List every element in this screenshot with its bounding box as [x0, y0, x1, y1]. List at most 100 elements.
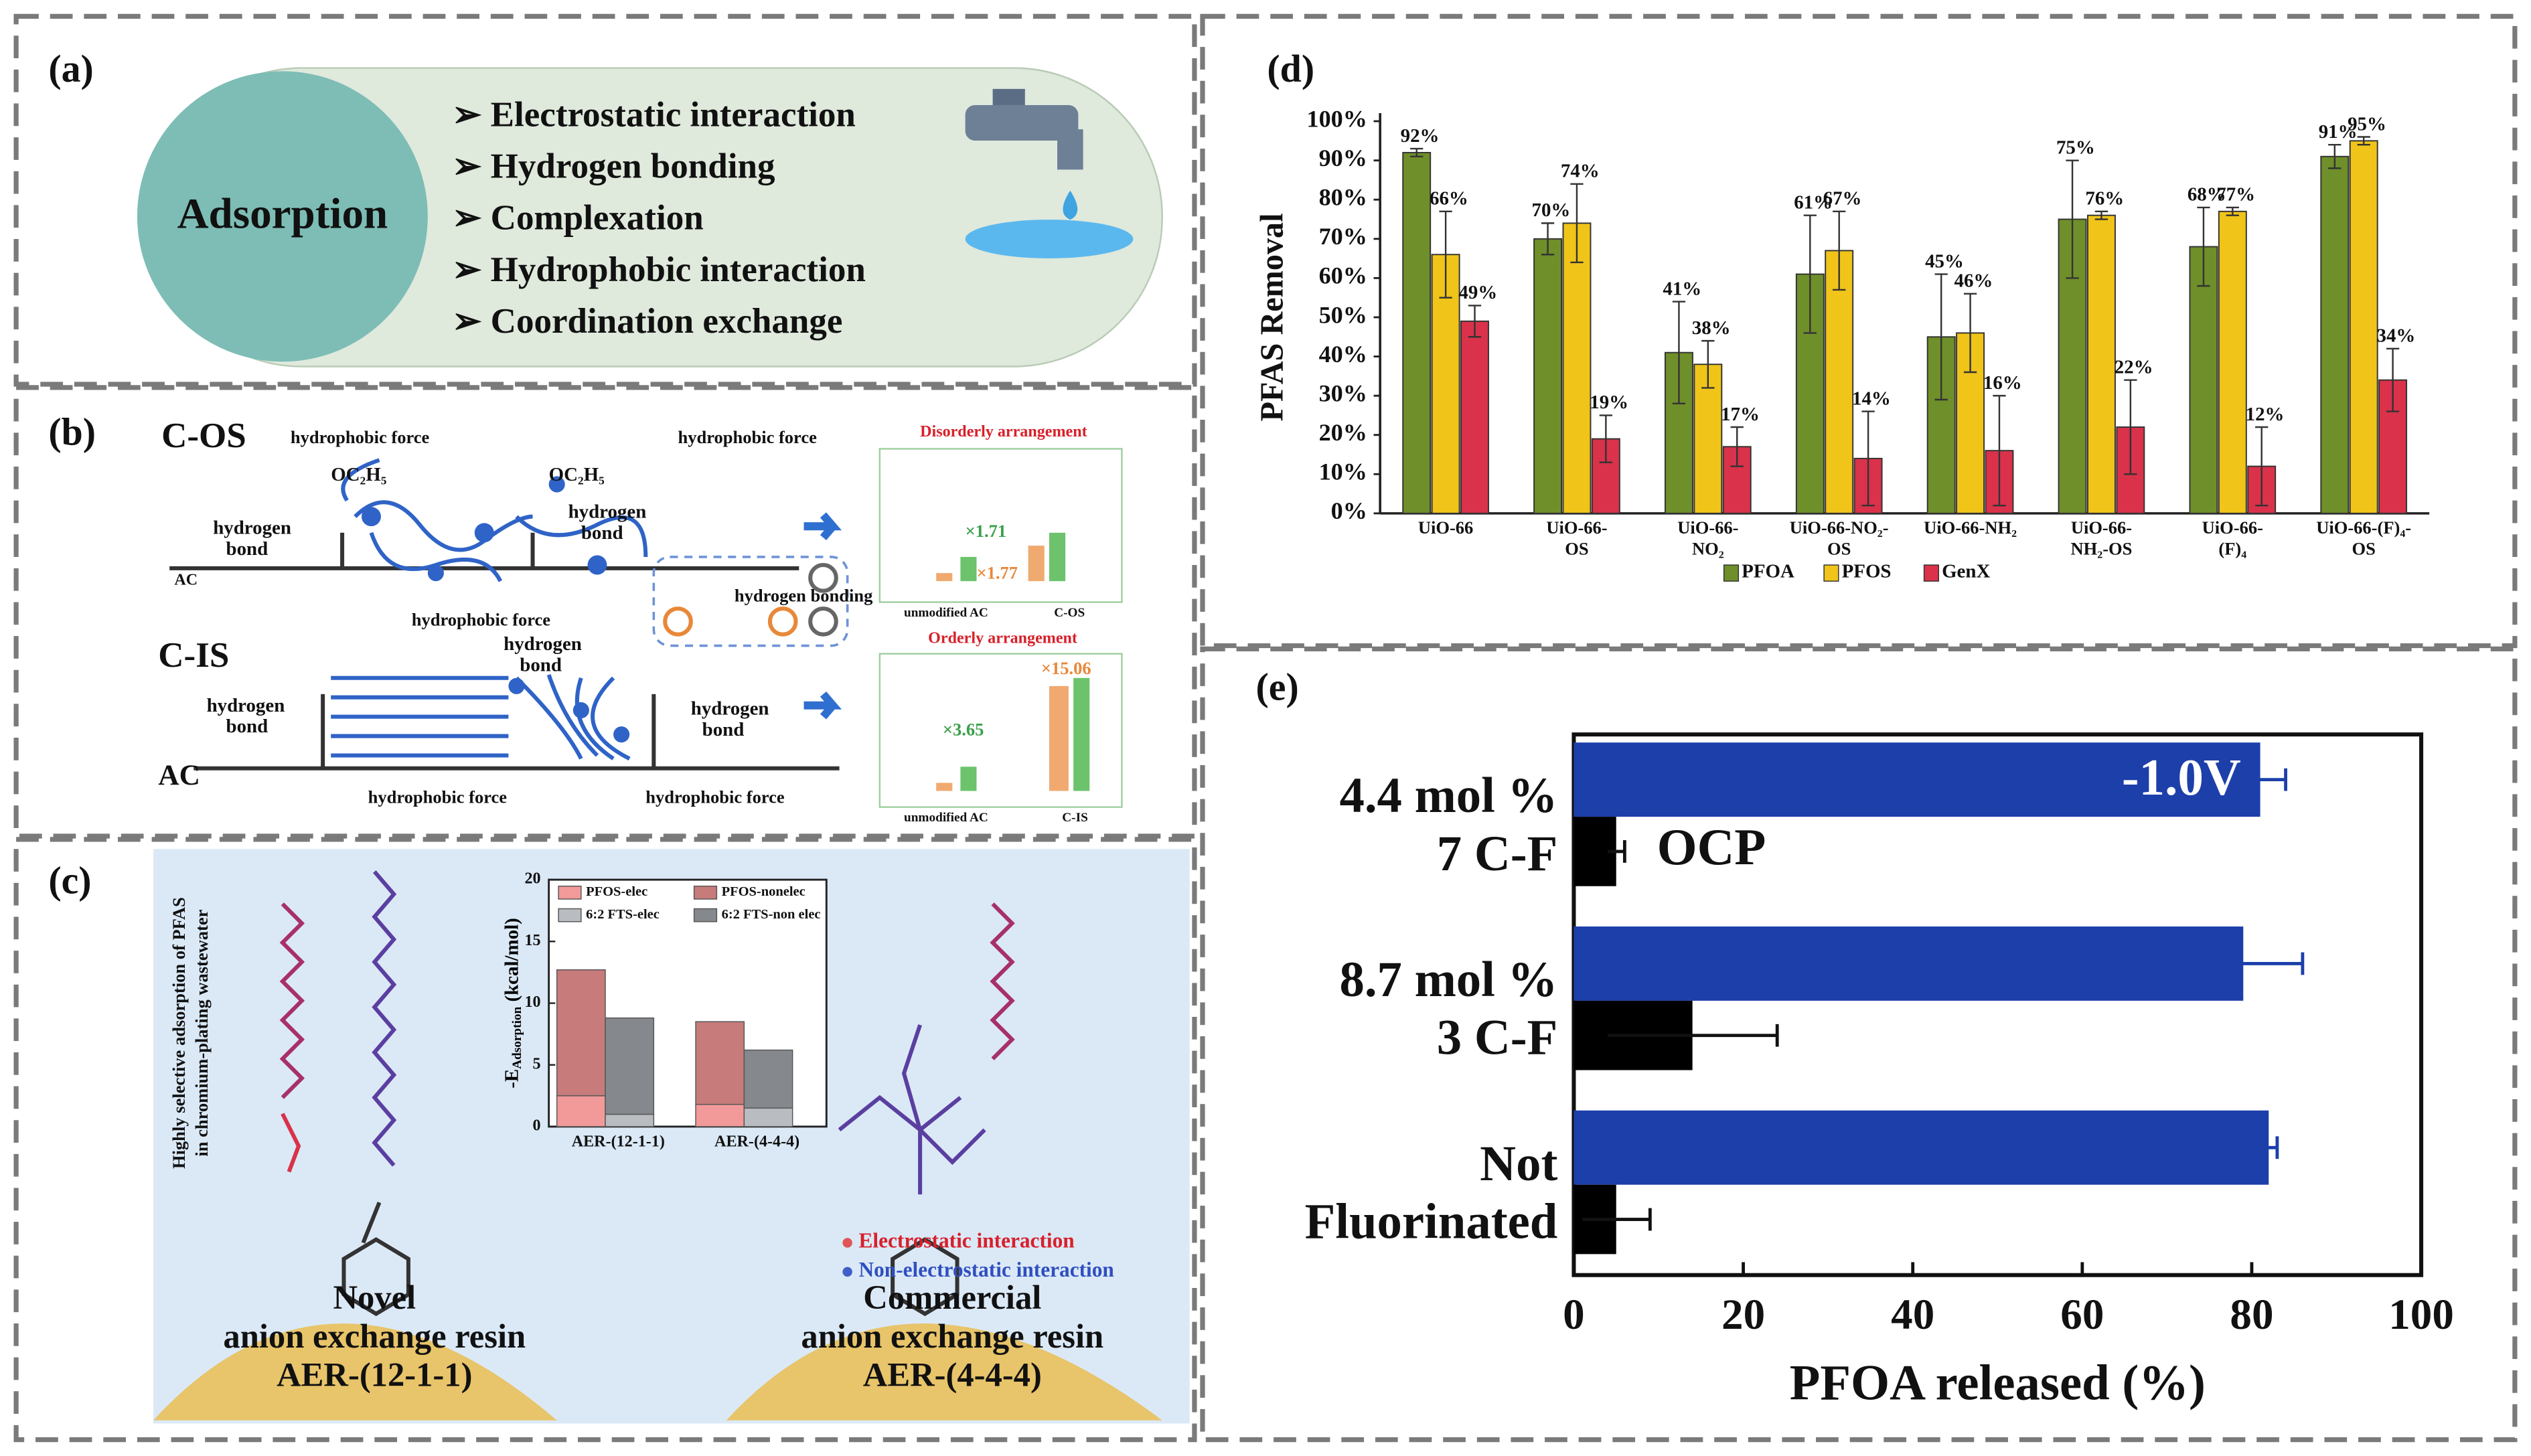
diagram-text: in chromium-plating wastewater — [191, 909, 212, 1156]
value-label: 14% — [1852, 388, 1891, 409]
diagram-text: hydrophobic force — [368, 787, 508, 807]
diagram-text: hydrogen — [504, 633, 582, 655]
diagram-text: Electrostatic interaction — [859, 1229, 1075, 1252]
value-label: 92% — [1401, 125, 1440, 147]
x-tick-label: 40 — [1891, 1291, 1934, 1339]
value-label: 19% — [1590, 392, 1628, 413]
x-tick-label: NH₂-OS — [2071, 538, 2133, 558]
legend-label: PFOA — [1742, 561, 1794, 582]
diagram-text: C-OS — [161, 416, 246, 455]
bar — [2058, 218, 2087, 514]
value-label: 45% — [1925, 250, 1964, 272]
diagram-text: C-IS — [158, 636, 229, 675]
panel-label: (c) — [48, 859, 91, 902]
value-label: 74% — [1561, 161, 1600, 182]
value-label: 75% — [2056, 137, 2095, 158]
x-tick-label: OS — [1565, 538, 1588, 558]
series-label: -1.0V — [2122, 748, 2241, 806]
y-tick-label: 80% — [1319, 184, 1367, 211]
bar-segment — [556, 1095, 606, 1127]
value-label: 70% — [1531, 199, 1570, 221]
value-label: 49% — [1458, 282, 1497, 303]
diagram-text: AC — [158, 759, 200, 791]
diagram-text: C-OS — [1054, 606, 1085, 620]
x-tick-label: AER-(4-4-4) — [714, 1133, 799, 1151]
panel-frame — [13, 837, 1197, 1443]
y-axis-label: PFAS Removal — [1255, 213, 1290, 421]
diagram-text: Highly selective adsorption of PFAS — [169, 897, 189, 1169]
bar-segment — [605, 1113, 655, 1127]
y-tick-label: 100% — [1306, 105, 1367, 132]
y-tick-label: 20 — [524, 870, 540, 888]
diagram-text: unmodified AC — [904, 811, 988, 825]
diagram-text: unmodified AC — [904, 606, 988, 620]
y-tick-label: 70% — [1319, 223, 1367, 250]
y-tick-label: 10% — [1319, 459, 1367, 485]
panel-frame — [13, 385, 1197, 839]
diagram-text: hydrogen bonding — [735, 585, 872, 605]
legend-swatch — [693, 886, 718, 900]
bar-segment — [695, 1021, 745, 1105]
value-label: 17% — [1721, 404, 1760, 425]
center-label: Adsorption — [177, 190, 388, 238]
diagram-text: Novel — [333, 1279, 416, 1316]
x-tick-label: 0 — [1563, 1291, 1585, 1339]
legend-label: PFOS-elec — [586, 884, 647, 899]
value-label: 16% — [1983, 372, 2022, 394]
bar — [1402, 151, 1432, 514]
bar — [1574, 1110, 2269, 1185]
bar — [1693, 363, 1723, 514]
diagram-text: OC₂H₅ — [549, 464, 605, 485]
circle — [137, 71, 428, 362]
diagram-text: anion exchange resin — [801, 1317, 1103, 1355]
diagram-text: bond — [520, 655, 562, 676]
legend-swatch — [558, 886, 582, 900]
bar-segment — [605, 1017, 655, 1115]
diagram-text: anion exchange resin — [223, 1317, 526, 1355]
panel-b-drawing — [169, 448, 1123, 808]
diagram-text: bond — [226, 538, 269, 560]
y-tick-label: 90% — [1319, 145, 1367, 171]
y-tick-label: 60% — [1319, 262, 1367, 289]
bar — [1574, 926, 2244, 1001]
diagram-text: hydrophobic force — [678, 427, 818, 447]
bar — [1533, 238, 1563, 514]
y-tick-label: 40% — [1319, 341, 1367, 368]
bar-segment — [556, 969, 606, 1097]
diagram-text: hydrogen — [213, 517, 291, 539]
y-axis-label-part: -E — [501, 1069, 522, 1088]
diagram-text: ×15.06 — [1041, 658, 1091, 678]
diagram-text: hydrophobic force — [412, 609, 551, 629]
diagram-text: bond — [226, 716, 269, 737]
x-tick-label: OS — [1827, 538, 1851, 558]
y-tick-label: 0% — [1331, 497, 1367, 524]
diagram-text: AER-(4-4-4) — [863, 1356, 1042, 1394]
bar-segment — [743, 1049, 793, 1109]
value-label: 76% — [2085, 188, 2124, 210]
x-tick-label: AER-(12-1-1) — [572, 1133, 665, 1151]
legend-swatch — [1923, 564, 1939, 582]
bar — [2320, 155, 2350, 514]
x-tick-label: (F)₄ — [2218, 538, 2246, 558]
x-tick-label: UiO-66-NO₂- — [1790, 517, 1889, 538]
diagram-text: AC — [174, 572, 198, 589]
bar — [2189, 246, 2218, 514]
series-label: OCP — [1657, 818, 1766, 876]
value-label: 95% — [2348, 113, 2386, 135]
value-label: 77% — [2216, 184, 2255, 206]
x-tick-label: UiO-66 — [1418, 517, 1473, 538]
diagram-text: hydrogen — [691, 698, 769, 720]
mechanism-item: ➢ Coordination exchange — [452, 302, 842, 341]
diagram-text: C-IS — [1062, 811, 1088, 825]
value-label: 41% — [1663, 278, 1701, 299]
panel-c-drawing — [153, 870, 1162, 1421]
legend-swatch — [693, 908, 718, 922]
x-tick-label: UiO-66- — [1677, 517, 1738, 538]
y-tick-label: 20% — [1319, 419, 1367, 446]
x-tick-label: UiO-66-NH₂ — [1924, 517, 2017, 538]
legend-swatch — [558, 908, 582, 922]
x-tick-label: OS — [2352, 538, 2376, 558]
faucet-icon — [965, 88, 1134, 258]
y-tick-label: Not — [1480, 1136, 1557, 1192]
bar — [1562, 222, 1592, 514]
